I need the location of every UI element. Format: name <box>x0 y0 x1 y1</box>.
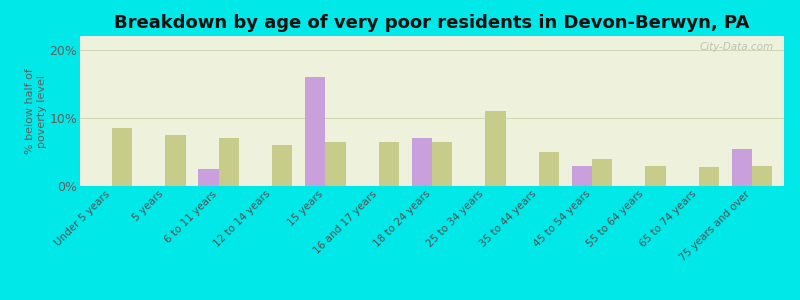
Bar <box>166 135 186 186</box>
Y-axis label: % below half of
poverty level: % below half of poverty level <box>25 68 46 154</box>
Bar <box>112 128 132 186</box>
Bar <box>732 148 752 186</box>
Bar <box>378 142 399 186</box>
Bar <box>752 166 772 186</box>
Bar <box>412 138 432 186</box>
Bar <box>272 145 292 186</box>
Bar <box>592 159 612 186</box>
Bar <box>646 166 666 186</box>
Bar <box>326 142 346 186</box>
Bar <box>486 111 506 186</box>
Bar <box>538 152 559 186</box>
Text: City-Data.com: City-Data.com <box>699 42 774 52</box>
Bar <box>572 166 592 186</box>
Title: Breakdown by age of very poor residents in Devon-Berwyn, PA: Breakdown by age of very poor residents … <box>114 14 750 32</box>
Bar <box>432 142 452 186</box>
Bar <box>305 77 326 186</box>
Bar <box>698 167 719 186</box>
Bar <box>218 138 239 186</box>
Bar <box>198 169 218 186</box>
